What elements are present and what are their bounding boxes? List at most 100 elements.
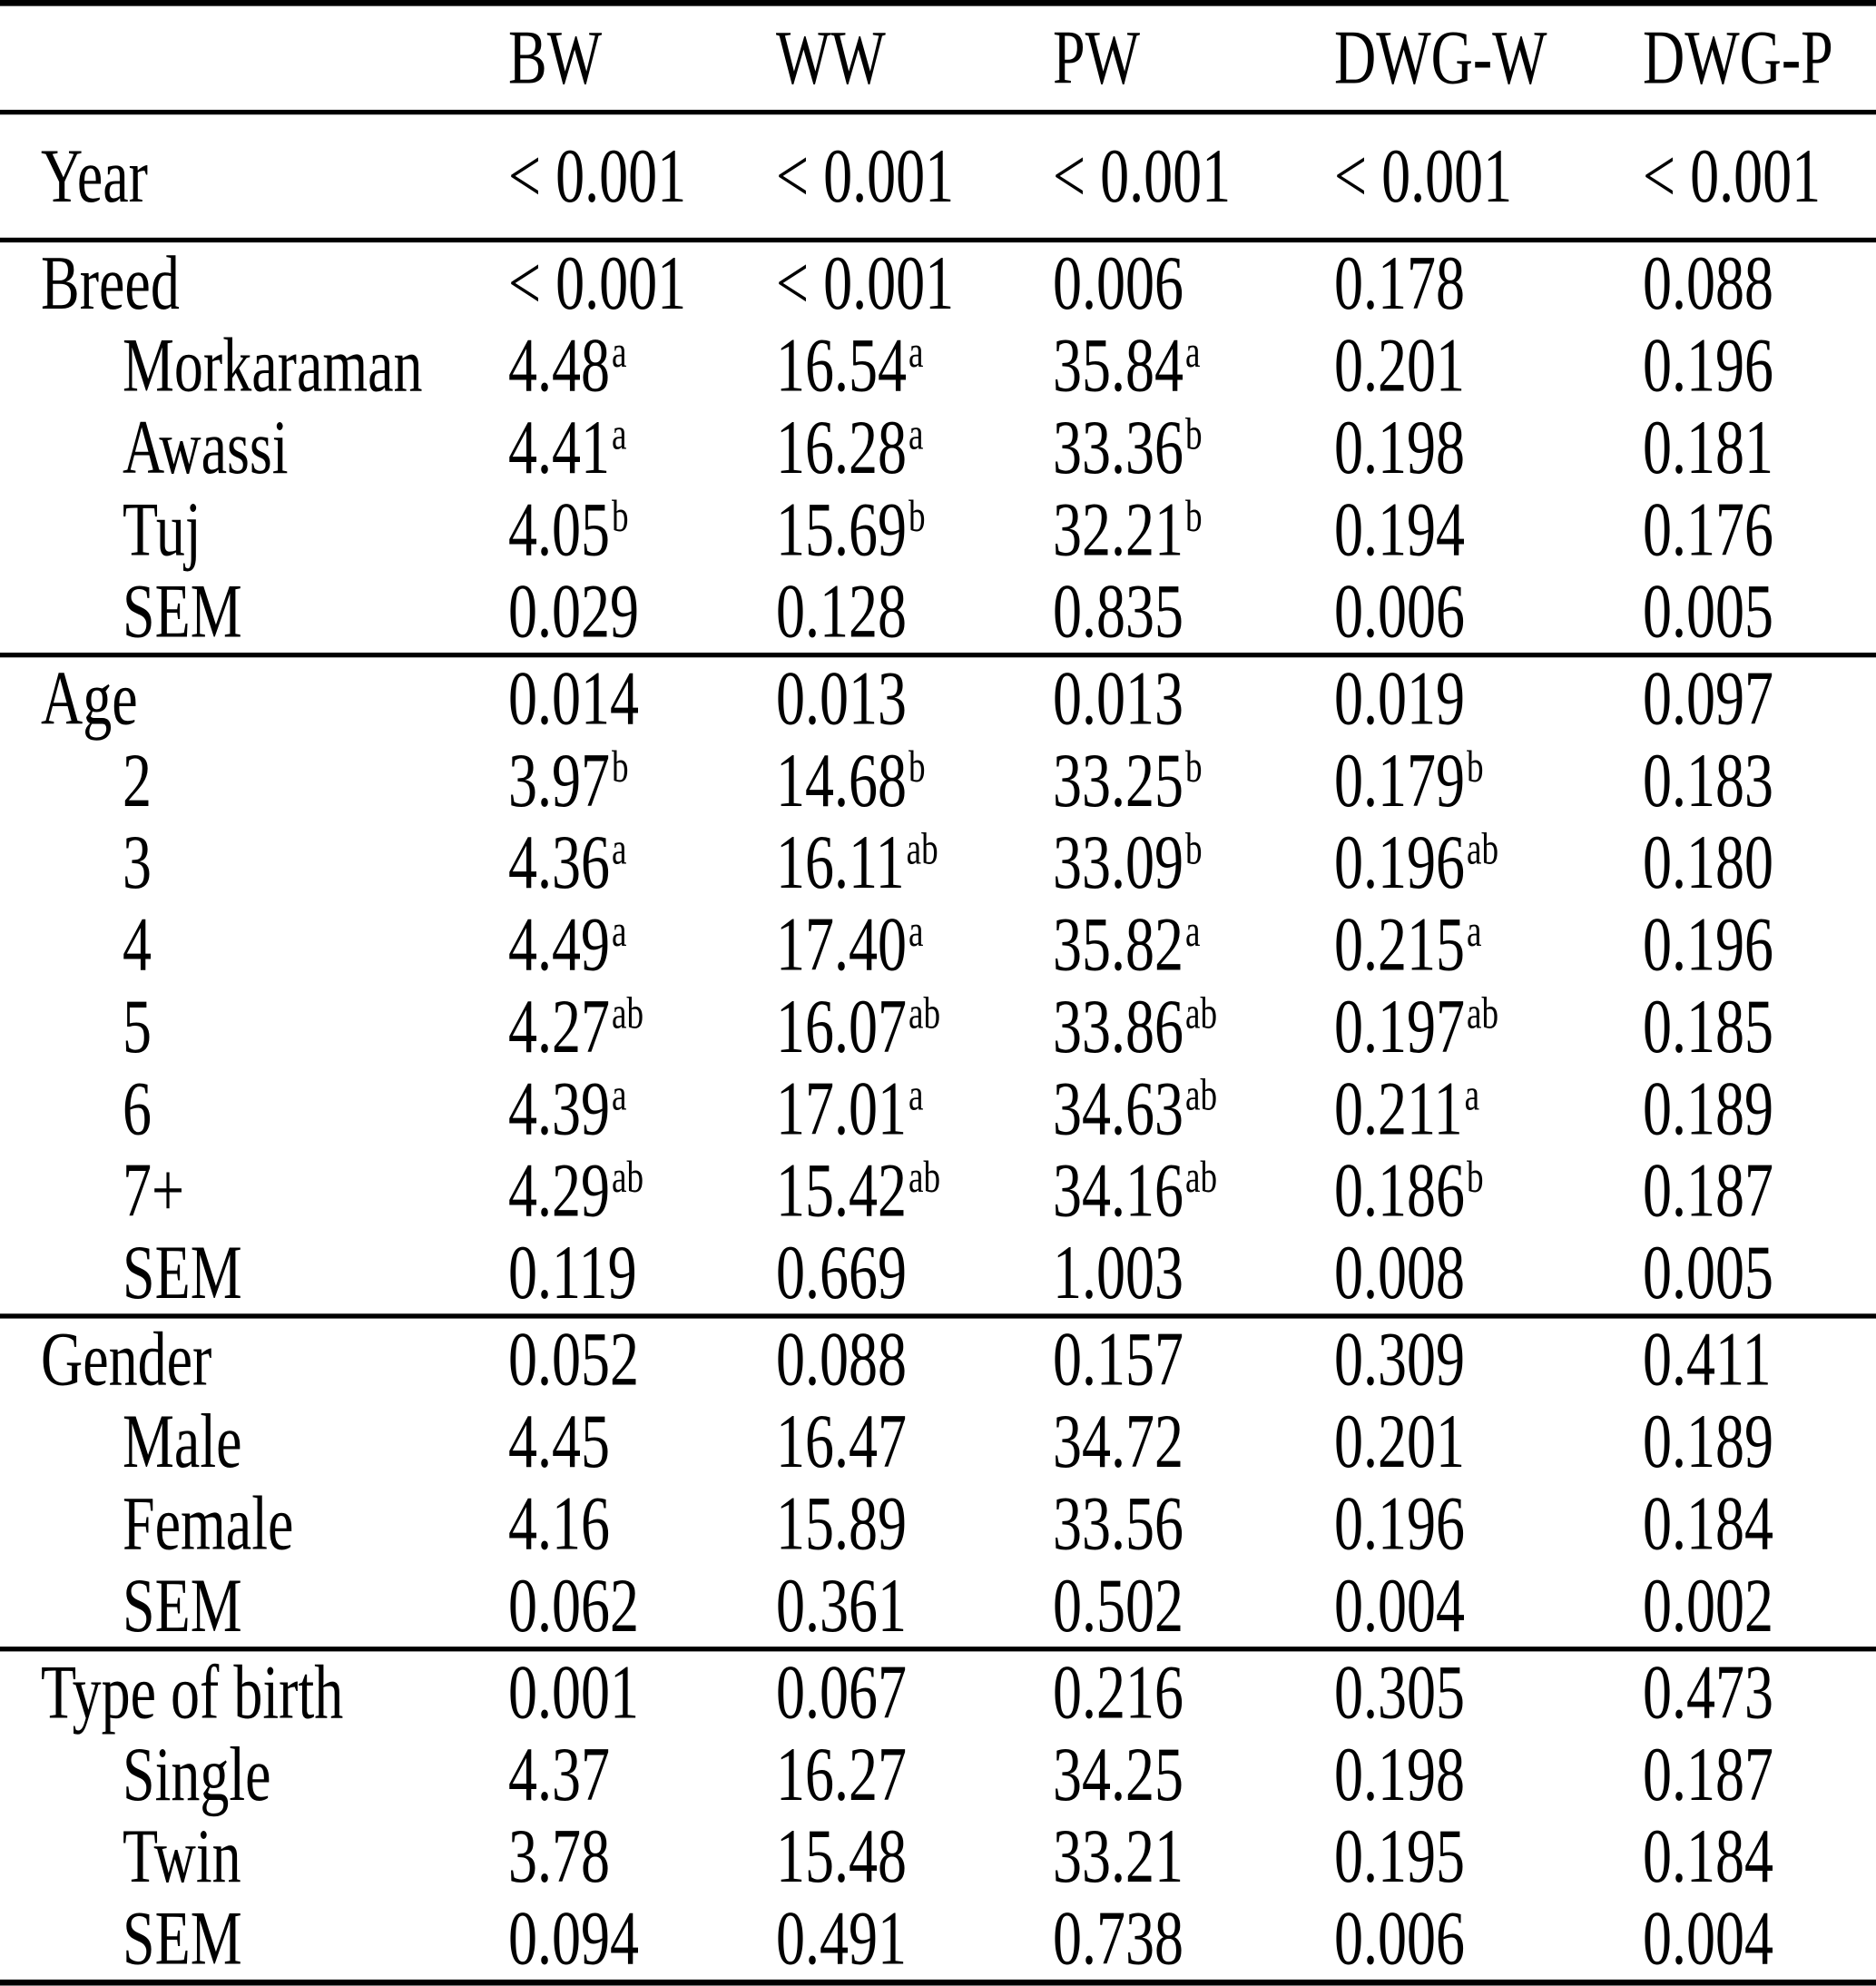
significance-superscript: ab bbox=[1185, 1152, 1218, 1203]
value-cell: 0.062 bbox=[508, 1562, 639, 1648]
table-row: Female 4.16 15.89 33.56 0.196 0.184 bbox=[0, 1482, 1876, 1564]
table-row: SEM 0.062 0.361 0.502 0.004 0.002 bbox=[0, 1562, 1876, 1649]
value-cell: 0.119 bbox=[508, 1229, 637, 1315]
column-header-pw: PW bbox=[1053, 14, 1140, 101]
value-cell: 4.39a bbox=[508, 1065, 627, 1151]
table-row: Type of birth 0.001 0.067 0.216 0.305 0.473 bbox=[0, 1649, 1876, 1734]
value-cell: 0.305 bbox=[1334, 1648, 1465, 1735]
table-row: Tuj 4.05b 15.69b 32.21b 0.194 0.176 bbox=[0, 488, 1876, 570]
value-cell: 15.42ab bbox=[776, 1146, 941, 1234]
row-label: Breed bbox=[41, 240, 180, 326]
significance-superscript: a bbox=[1467, 906, 1482, 957]
header-row: BW WW PW DWG-W DWG-P bbox=[0, 3, 1876, 112]
value-cell: 0.019 bbox=[1334, 654, 1465, 742]
table-row: 2 3.97b 14.68b 33.25b 0.179b 0.183 bbox=[0, 737, 1876, 823]
significance-superscript: a bbox=[612, 906, 627, 957]
value-cell: 0.005 bbox=[1643, 567, 1773, 654]
value-cell: 34.63ab bbox=[1053, 1065, 1218, 1151]
value-cell: 14.68b bbox=[776, 737, 926, 823]
value-cell: 0.189 bbox=[1643, 1398, 1773, 1484]
value-cell: 34.25 bbox=[1053, 1731, 1184, 1817]
table-row: 3 4.36a 16.11ab 33.09b 0.196ab 0.180 bbox=[0, 821, 1876, 903]
significance-superscript: a bbox=[612, 1070, 627, 1121]
value-cell: 33.86ab bbox=[1053, 983, 1218, 1069]
row-label: SEM bbox=[123, 567, 242, 654]
significance-superscript: b bbox=[612, 742, 629, 792]
significance-superscript: ab bbox=[1467, 988, 1499, 1038]
value-cell: 0.088 bbox=[776, 1315, 907, 1402]
significance-superscript: a bbox=[1464, 1070, 1480, 1121]
value-cell: 0.196 bbox=[1643, 321, 1773, 408]
significance-superscript: b bbox=[1185, 742, 1203, 792]
table-row: SEM 0.094 0.491 0.738 0.006 0.004 bbox=[0, 1894, 1876, 1983]
value-cell: 35.82a bbox=[1053, 900, 1201, 988]
value-cell: 0.180 bbox=[1643, 819, 1773, 905]
value-cell: 0.004 bbox=[1643, 1894, 1773, 1981]
table-row: Awassi 4.41a 16.28a 33.36b 0.198 0.181 bbox=[0, 404, 1876, 490]
value-cell: 0.738 bbox=[1053, 1894, 1184, 1981]
significance-superscript: a bbox=[1185, 327, 1201, 378]
row-label: SEM bbox=[123, 1562, 242, 1648]
value-cell: 0.194 bbox=[1334, 486, 1465, 572]
value-cell: 4.36a bbox=[508, 819, 627, 905]
value-cell: 4.49a bbox=[508, 900, 627, 988]
row-label: 6 bbox=[123, 1065, 152, 1151]
significance-superscript: a bbox=[909, 906, 924, 957]
value-cell: 1.003 bbox=[1053, 1229, 1184, 1315]
significance-superscript: a bbox=[909, 327, 924, 378]
row-label: 3 bbox=[123, 819, 152, 905]
value-cell: 0.835 bbox=[1053, 567, 1184, 654]
value-cell: < 0.001 bbox=[776, 133, 955, 219]
value-cell: 0.473 bbox=[1643, 1648, 1773, 1735]
row-label: Awassi bbox=[123, 404, 289, 490]
section-type-of-birth: Type of birth 0.001 0.067 0.216 0.305 0.473 Si… bbox=[0, 1648, 1876, 1983]
significance-superscript: a bbox=[909, 409, 924, 459]
significance-superscript: ab bbox=[1185, 1070, 1218, 1121]
value-cell: 0.183 bbox=[1643, 737, 1773, 823]
row-label: Female bbox=[123, 1480, 294, 1567]
value-cell: 0.198 bbox=[1334, 404, 1465, 490]
value-cell: 35.84a bbox=[1053, 321, 1201, 408]
value-cell: 0.211a bbox=[1334, 1065, 1480, 1151]
value-cell: 0.097 bbox=[1643, 654, 1773, 742]
value-cell: 0.215a bbox=[1334, 900, 1482, 988]
value-cell: 0.196 bbox=[1334, 1480, 1465, 1567]
value-cell: 0.186b bbox=[1334, 1146, 1484, 1234]
value-cell: 0.002 bbox=[1643, 1562, 1773, 1648]
significance-superscript: a bbox=[612, 824, 627, 874]
value-cell: 0.197ab bbox=[1334, 983, 1499, 1069]
value-cell: 0.067 bbox=[776, 1648, 907, 1735]
value-cell: 0.181 bbox=[1643, 404, 1773, 490]
section-age: Age 0.014 0.013 0.013 0.019 0.097 2 3.97b 14.68b… bbox=[0, 654, 1876, 1316]
value-cell: 0.361 bbox=[776, 1562, 907, 1648]
value-cell: 16.47 bbox=[776, 1398, 907, 1484]
value-cell: 33.21 bbox=[1053, 1813, 1184, 1899]
value-cell: 0.669 bbox=[776, 1229, 907, 1315]
value-cell: 0.185 bbox=[1643, 983, 1773, 1069]
value-cell: 0.128 bbox=[776, 567, 907, 654]
value-cell: 4.27ab bbox=[508, 983, 644, 1069]
significance-superscript: ab bbox=[612, 1152, 644, 1203]
value-cell: 4.05b bbox=[508, 486, 629, 572]
significance-superscript: ab bbox=[1185, 988, 1218, 1038]
table-row: Breed < 0.001 < 0.001 0.006 0.178 0.088 bbox=[0, 240, 1876, 324]
table-header: BW WW PW DWG-W DWG-P bbox=[0, 3, 1876, 113]
value-cell: 0.052 bbox=[508, 1315, 639, 1402]
column-header-dwg-w: DWG-W bbox=[1334, 14, 1547, 101]
value-cell: 0.502 bbox=[1053, 1562, 1184, 1648]
value-cell: 4.29ab bbox=[508, 1146, 644, 1234]
value-cell: 16.28a bbox=[776, 404, 924, 490]
column-header-dwg-p: DWG-P bbox=[1643, 14, 1833, 101]
value-cell: 15.69b bbox=[776, 486, 926, 572]
value-cell: 0.013 bbox=[776, 654, 907, 742]
row-label: 5 bbox=[123, 983, 152, 1069]
value-cell: 16.54a bbox=[776, 321, 924, 408]
significance-superscript: b bbox=[1467, 742, 1484, 792]
section-year: Year < 0.001 < 0.001 < 0.001 < 0.001 < 0.001 bbox=[0, 112, 1876, 241]
row-label: Year bbox=[41, 133, 148, 219]
table-row: Single 4.37 16.27 34.25 0.198 0.187 bbox=[0, 1731, 1876, 1817]
value-cell: 17.40a bbox=[776, 900, 924, 988]
value-cell: 0.216 bbox=[1053, 1648, 1184, 1735]
value-cell: 4.16 bbox=[508, 1480, 610, 1567]
